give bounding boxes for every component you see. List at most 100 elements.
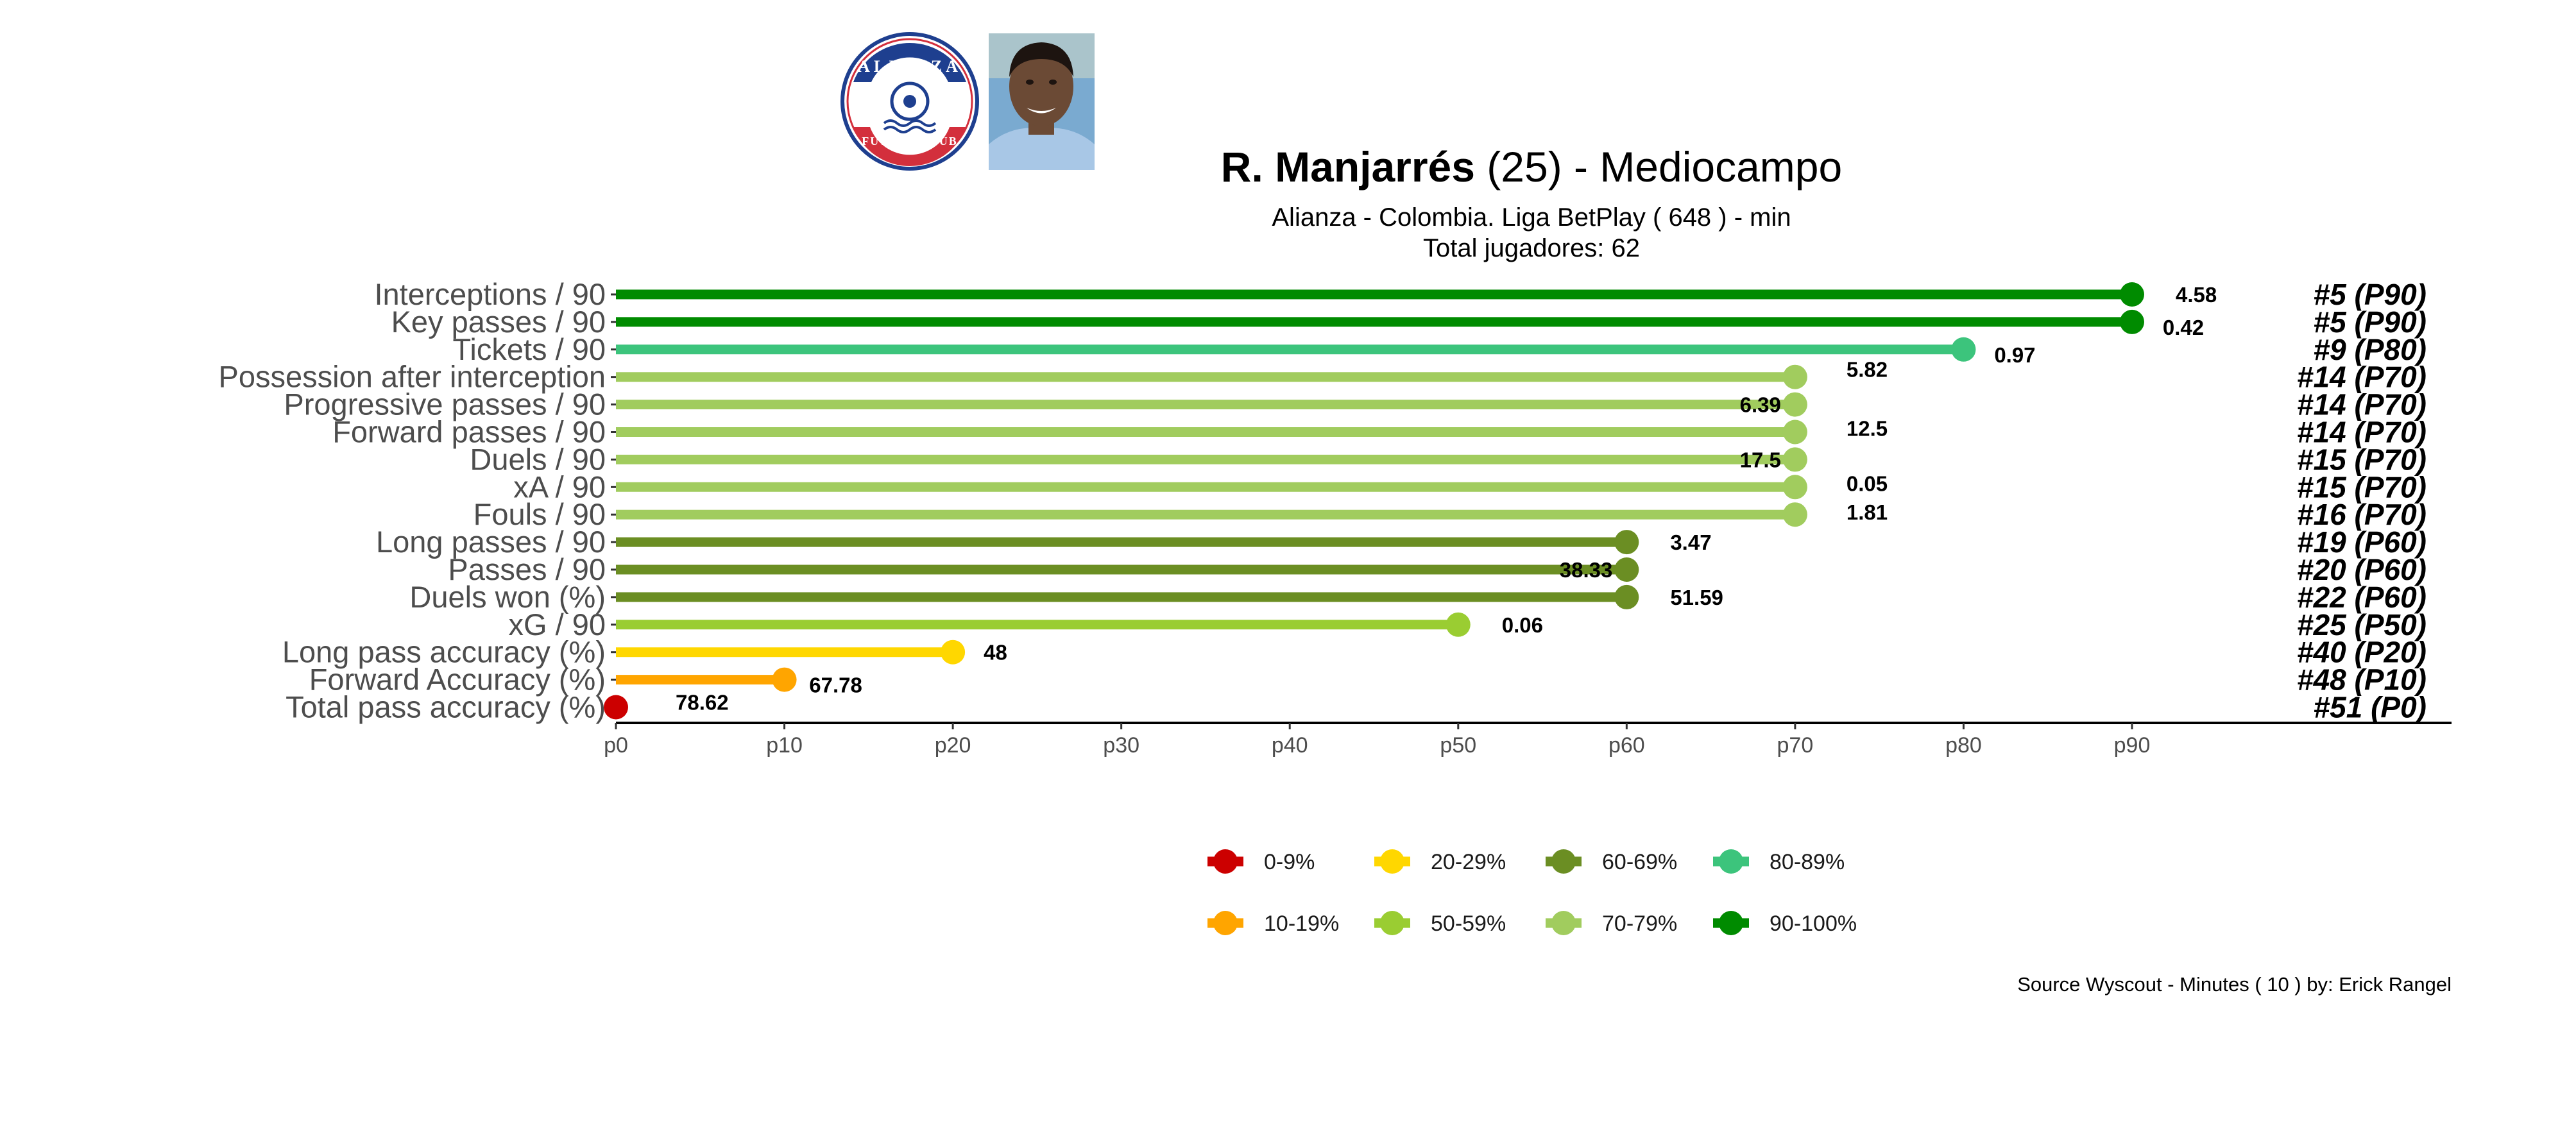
subtitle-line-1: Alianza - Colombia. Liga BetPlay ( 648 )… [1272,203,1791,232]
lollipop-dot [1782,475,1807,500]
metric-row: Duels / 90 17.5 #15 (P70) [470,442,2427,476]
rank-label: #5 (P90) [2314,305,2427,339]
metric-label: Duels won (%) [409,580,606,614]
metric-label: Duels / 90 [470,442,606,476]
metric-row: Duels won (%) 51.59 #22 (P60) [409,580,2427,614]
legend: 0-9% 10-19% 20-29% 50-59% 60-69% 70-79% 80-89%… [1207,849,1857,936]
metric-row: xG / 90 0.06 #25 (P50) [508,607,2427,641]
legend-item: 80-89% [1713,849,1845,874]
legend-label: 80-89% [1770,850,1845,874]
lollipop-dot [2120,309,2144,334]
metric-row: Total pass accuracy (%) 78.62 #51 (P0) [286,690,2427,724]
rank-label: #51 (P0) [2314,691,2427,724]
metric-label: Key passes / 90 [391,305,606,339]
legend-item: 50-59% [1374,911,1506,936]
lollipop-dot [1782,447,1807,472]
metric-row: Forward Accuracy (%) 67.78 #48 (P10) [309,663,2427,697]
lollipop-dot [2120,282,2144,307]
rank-label: #9 (P80) [2314,333,2427,366]
metric-row: Progressive passes / 90 6.39 #14 (P70) [284,387,2427,421]
legend-label: 0-9% [1264,850,1315,874]
value-label: 48 [984,641,1007,665]
subtitle-line-2: Total jugadores: 62 [1423,234,1640,262]
value-label: 0.05 [1847,471,1888,495]
legend-key-dot [1380,849,1404,874]
chart-title: R. Manjarrés (25) - Mediocampo [1221,143,1842,191]
metric-row: Key passes / 90 0.42 #5 (P90) [391,305,2427,339]
x-tick-label: p10 [766,733,803,758]
value-label: 0.06 [1502,613,1543,637]
x-tick-label: p0 [604,733,628,758]
player-name: R. Manjarrés [1221,143,1475,191]
value-label: 0.42 [2163,316,2204,339]
club-logo: ALIANZA FUTBOL CLUB [840,32,979,171]
chart-rows: Interceptions / 90 4.58 #5 (P90)Key passes… [219,277,2427,724]
legend-key-dot [1719,911,1743,935]
metric-row: xA / 90 0.05 #15 (P70) [513,470,2427,504]
value-label: 38.33 [1560,558,1613,582]
legend-item: 0-9% [1207,849,1315,874]
club-logo-top-text: ALIANZA [858,57,962,76]
metric-row: Interceptions / 90 4.58 #5 (P90) [374,277,2427,311]
value-label: 0.97 [1994,343,2035,367]
rank-label: #14 (P70) [2297,416,2427,449]
lollipop-dot [604,695,628,720]
legend-item: 10-19% [1207,911,1339,936]
legend-item: 70-79% [1546,911,1677,936]
metric-row: Fouls / 90 1.81 #16 (P70) [473,497,2427,531]
lollipop-dot [1782,392,1807,417]
value-label: 3.47 [1670,530,1711,554]
legend-label: 10-19% [1264,911,1339,936]
legend-label: 20-29% [1431,850,1506,874]
metric-row: Tickets / 90 0.97 #9 (P80) [452,332,2427,367]
rank-label: #14 (P70) [2297,388,2427,421]
x-tick-label: p30 [1103,733,1139,758]
metric-row: Forward passes / 90 12.5 #14 (P70) [332,415,2427,449]
legend-label: 90-100% [1770,911,1857,936]
x-tick-label: p40 [1272,733,1308,758]
metric-row: Long pass accuracy (%) 48 #40 (P20) [282,635,2427,669]
lollipop-dot [1614,584,1639,609]
metric-row: Possession after interception 5.82 #14 (P7… [219,358,2427,394]
legend-key-dot [1213,849,1238,874]
rank-label: #40 (P20) [2297,636,2427,669]
lollipop-dot [1614,557,1639,582]
rank-label: #16 (P70) [2297,498,2427,531]
source-caption: Source Wyscout - Minutes ( 10 ) by: Eric… [2017,973,2452,996]
rank-label: #22 (P60) [2297,581,2427,614]
value-label: 4.58 [2176,283,2217,307]
legend-label: 70-79% [1602,911,1677,936]
legend-key-dot [1551,849,1576,874]
player-photo [989,33,1095,170]
rank-label: #5 (P90) [2314,278,2427,311]
x-axis: p0 p10 p20 p30 p40 p50 p60 p70 p80 p90 [604,722,2452,758]
rank-label: #48 (P10) [2297,663,2427,697]
value-label: 78.62 [676,691,729,715]
rank-label: #25 (P50) [2297,608,2427,641]
lollipop-dot [772,667,797,692]
value-label: 12.5 [1847,417,1888,441]
x-tick-label: p80 [1945,733,1982,758]
value-label: 17.5 [1740,448,1781,471]
rank-label: #19 (P60) [2297,525,2427,559]
metric-label: Forward Accuracy (%) [309,663,606,697]
legend-item: 90-100% [1713,911,1857,936]
lollipop-dot [1782,502,1807,527]
metric-label: Forward passes / 90 [332,415,606,449]
x-tick-label: p90 [2114,733,2151,758]
value-label: 5.82 [1847,358,1888,382]
legend-label: 50-59% [1431,911,1506,936]
legend-label: 60-69% [1602,850,1677,874]
metric-label: xG / 90 [508,607,606,641]
player-info: (25) - Mediocampo [1475,143,1842,191]
metric-label: Progressive passes / 90 [284,387,606,421]
metric-label: Total pass accuracy (%) [286,690,606,724]
lollipop-dot [1614,530,1639,555]
legend-key-dot [1551,911,1576,935]
rank-label: #15 (P70) [2297,470,2427,504]
rank-label: #15 (P70) [2297,443,2427,476]
x-tick-label: p20 [935,733,971,758]
value-label: 6.39 [1740,393,1781,417]
legend-item: 20-29% [1374,849,1506,874]
